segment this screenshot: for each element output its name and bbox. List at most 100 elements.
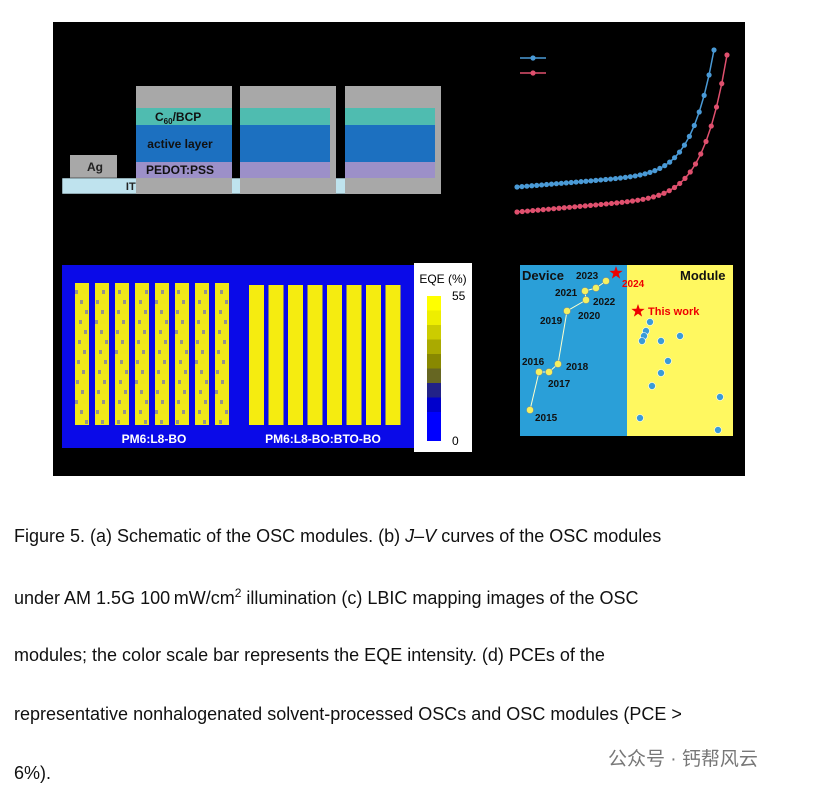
defect bbox=[82, 370, 85, 374]
defect bbox=[145, 290, 148, 294]
point bbox=[578, 179, 584, 185]
active bbox=[345, 125, 435, 162]
stripe bbox=[215, 283, 229, 425]
point bbox=[593, 177, 599, 183]
point bbox=[662, 163, 668, 169]
defect bbox=[115, 350, 118, 354]
defect bbox=[100, 330, 103, 334]
defect bbox=[123, 410, 126, 414]
defect bbox=[162, 380, 165, 384]
text: 60 bbox=[164, 117, 173, 126]
active bbox=[240, 125, 330, 162]
defect bbox=[101, 420, 104, 424]
defect bbox=[80, 300, 83, 304]
htl bbox=[136, 162, 232, 178]
module-point bbox=[714, 426, 722, 434]
point bbox=[551, 206, 557, 212]
module-point bbox=[657, 337, 665, 345]
point bbox=[614, 200, 620, 206]
ag-label: Ag bbox=[87, 160, 103, 174]
device-point bbox=[554, 360, 562, 368]
point bbox=[603, 176, 609, 183]
defect bbox=[164, 340, 167, 344]
cbl bbox=[240, 108, 330, 125]
point bbox=[553, 181, 560, 187]
point bbox=[656, 192, 662, 198]
scale-step bbox=[427, 368, 441, 383]
point bbox=[681, 142, 688, 148]
point bbox=[652, 168, 658, 174]
point bbox=[572, 204, 578, 210]
point bbox=[719, 81, 725, 87]
stripe bbox=[75, 283, 89, 425]
defect bbox=[80, 410, 83, 414]
text: under AM 1.5G 100 mW/cm bbox=[14, 588, 235, 608]
stripe bbox=[155, 283, 169, 425]
defect bbox=[203, 310, 206, 314]
htl bbox=[240, 162, 330, 178]
device-point bbox=[582, 296, 590, 304]
lbic-label: PM6:L8-BO:BTO-BO bbox=[265, 432, 381, 446]
caption-line: modules; the color scale bar represents … bbox=[14, 645, 605, 665]
point bbox=[703, 138, 709, 145]
text: illumination (c) LBIC mapping images of … bbox=[241, 588, 639, 608]
device-point bbox=[563, 307, 571, 315]
defect bbox=[101, 310, 104, 314]
point bbox=[682, 175, 688, 181]
point bbox=[677, 180, 683, 187]
defect bbox=[165, 320, 168, 324]
point bbox=[519, 183, 525, 190]
point bbox=[617, 175, 624, 181]
defect bbox=[158, 350, 161, 354]
defect bbox=[85, 310, 88, 314]
defect bbox=[118, 290, 121, 294]
scale-title: EQE (%) bbox=[419, 272, 466, 286]
defect bbox=[205, 380, 208, 384]
this-work: This work bbox=[648, 306, 700, 318]
defect bbox=[75, 400, 78, 404]
defect bbox=[182, 300, 185, 304]
stripe bbox=[175, 283, 189, 425]
defect bbox=[139, 410, 142, 414]
defect bbox=[200, 370, 203, 374]
defect bbox=[119, 380, 122, 384]
defect bbox=[118, 400, 121, 404]
stripe bbox=[115, 283, 129, 425]
point bbox=[619, 199, 625, 205]
point bbox=[583, 178, 589, 184]
device-point bbox=[545, 368, 553, 376]
defect bbox=[136, 360, 139, 364]
defect bbox=[96, 410, 99, 414]
defect bbox=[225, 300, 228, 304]
year-label: 2021 bbox=[555, 288, 578, 299]
defect bbox=[179, 360, 182, 364]
point bbox=[698, 151, 704, 157]
device-point bbox=[592, 284, 600, 292]
module-point bbox=[636, 414, 644, 422]
point bbox=[548, 181, 555, 187]
point bbox=[647, 169, 653, 175]
defect bbox=[223, 340, 226, 344]
defect bbox=[117, 310, 120, 314]
defect bbox=[103, 380, 106, 384]
caption-line: Figure 5. (a) Schematic of the OSC modul… bbox=[14, 526, 661, 547]
cbl bbox=[345, 108, 435, 125]
defect bbox=[163, 360, 166, 364]
year-label: 2024 bbox=[622, 279, 645, 290]
cbl-label: C60/BCP bbox=[155, 110, 201, 126]
active-label: active layer bbox=[147, 137, 213, 151]
year-label: 2018 bbox=[566, 362, 589, 373]
defect bbox=[121, 340, 124, 344]
scale-step bbox=[427, 397, 441, 412]
defect bbox=[218, 330, 221, 334]
point bbox=[696, 109, 702, 115]
point bbox=[650, 194, 657, 200]
defect bbox=[116, 330, 119, 334]
defect bbox=[75, 290, 78, 294]
defect bbox=[219, 420, 222, 424]
defect bbox=[135, 380, 138, 384]
point bbox=[540, 207, 546, 213]
point bbox=[607, 176, 614, 182]
